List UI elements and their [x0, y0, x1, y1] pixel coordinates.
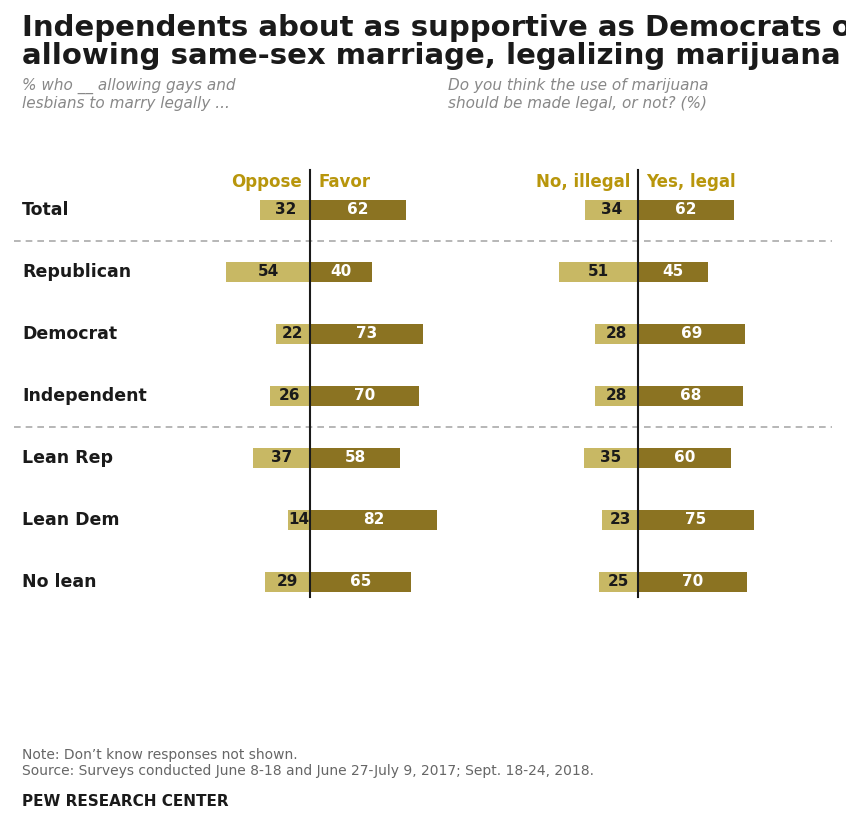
Text: Lean Dem: Lean Dem [22, 511, 119, 529]
Bar [310, 262, 372, 282]
Text: 40: 40 [331, 265, 352, 280]
Text: Republican: Republican [22, 263, 131, 281]
Text: 32: 32 [274, 202, 296, 218]
Text: Lean Rep: Lean Rep [22, 449, 113, 467]
Text: 62: 62 [348, 202, 369, 218]
Text: 54: 54 [257, 265, 279, 280]
Bar [261, 200, 310, 220]
Text: Source: Surveys conducted June 8-18 and June 27-July 9, 2017; Sept. 18-24, 2018.: Source: Surveys conducted June 8-18 and … [22, 764, 594, 778]
Text: PEW RESEARCH CENTER: PEW RESEARCH CENTER [22, 794, 228, 809]
Text: 23: 23 [609, 512, 631, 528]
Bar [638, 386, 744, 406]
Text: lesbians to marry legally ...: lesbians to marry legally ... [22, 96, 230, 111]
Bar [310, 448, 400, 468]
Text: 37: 37 [271, 450, 292, 465]
Text: 25: 25 [608, 575, 629, 590]
Text: Total: Total [22, 201, 69, 219]
Bar [638, 324, 745, 344]
Text: Independents about as supportive as Democrats of: Independents about as supportive as Demo… [22, 14, 846, 42]
Bar [310, 510, 437, 530]
Bar [270, 386, 310, 406]
Text: No lean: No lean [22, 573, 96, 591]
Text: 62: 62 [675, 202, 697, 218]
Bar [599, 572, 638, 592]
Text: 45: 45 [662, 265, 684, 280]
Text: 70: 70 [682, 575, 703, 590]
Text: 28: 28 [606, 388, 627, 403]
Bar [584, 448, 638, 468]
Text: 34: 34 [601, 202, 623, 218]
Bar [265, 572, 310, 592]
Text: 65: 65 [349, 575, 371, 590]
Text: 28: 28 [606, 327, 627, 342]
Bar [638, 448, 731, 468]
Bar [310, 324, 423, 344]
Bar [310, 572, 411, 592]
Text: 60: 60 [673, 450, 695, 465]
Bar [226, 262, 310, 282]
Text: 58: 58 [344, 450, 365, 465]
Bar [310, 386, 419, 406]
Bar [638, 510, 755, 530]
Text: 51: 51 [588, 265, 609, 280]
Text: 69: 69 [681, 327, 702, 342]
Bar [595, 386, 638, 406]
Bar [638, 262, 708, 282]
Bar [638, 200, 734, 220]
Text: should be made legal, or not? (%): should be made legal, or not? (%) [448, 96, 707, 111]
Text: 73: 73 [356, 327, 377, 342]
Text: Democrat: Democrat [22, 325, 117, 343]
Bar [559, 262, 638, 282]
Bar [585, 200, 638, 220]
Bar [595, 324, 638, 344]
Text: 26: 26 [279, 388, 300, 403]
Text: Do you think the use of marijuana: Do you think the use of marijuana [448, 78, 708, 93]
Bar [602, 510, 638, 530]
Text: 29: 29 [277, 575, 298, 590]
Text: Favor: Favor [318, 173, 370, 191]
Text: Note: Don’t know responses not shown.: Note: Don’t know responses not shown. [22, 748, 298, 762]
Text: No, illegal: No, illegal [536, 173, 630, 191]
Text: 22: 22 [283, 327, 304, 342]
Bar [276, 324, 310, 344]
Bar [638, 572, 746, 592]
Text: 14: 14 [288, 512, 310, 528]
Text: % who __ allowing gays and: % who __ allowing gays and [22, 78, 235, 94]
Text: Yes, legal: Yes, legal [646, 173, 736, 191]
Text: Oppose: Oppose [231, 173, 302, 191]
Text: 82: 82 [363, 512, 384, 528]
Text: 75: 75 [685, 512, 706, 528]
Bar [310, 200, 406, 220]
Text: Independent: Independent [22, 387, 146, 405]
Text: 68: 68 [680, 388, 701, 403]
Text: allowing same-sex marriage, legalizing marijuana use: allowing same-sex marriage, legalizing m… [22, 42, 846, 70]
Bar [288, 510, 310, 530]
Text: 35: 35 [601, 450, 622, 465]
Bar [253, 448, 310, 468]
Text: 70: 70 [354, 388, 375, 403]
